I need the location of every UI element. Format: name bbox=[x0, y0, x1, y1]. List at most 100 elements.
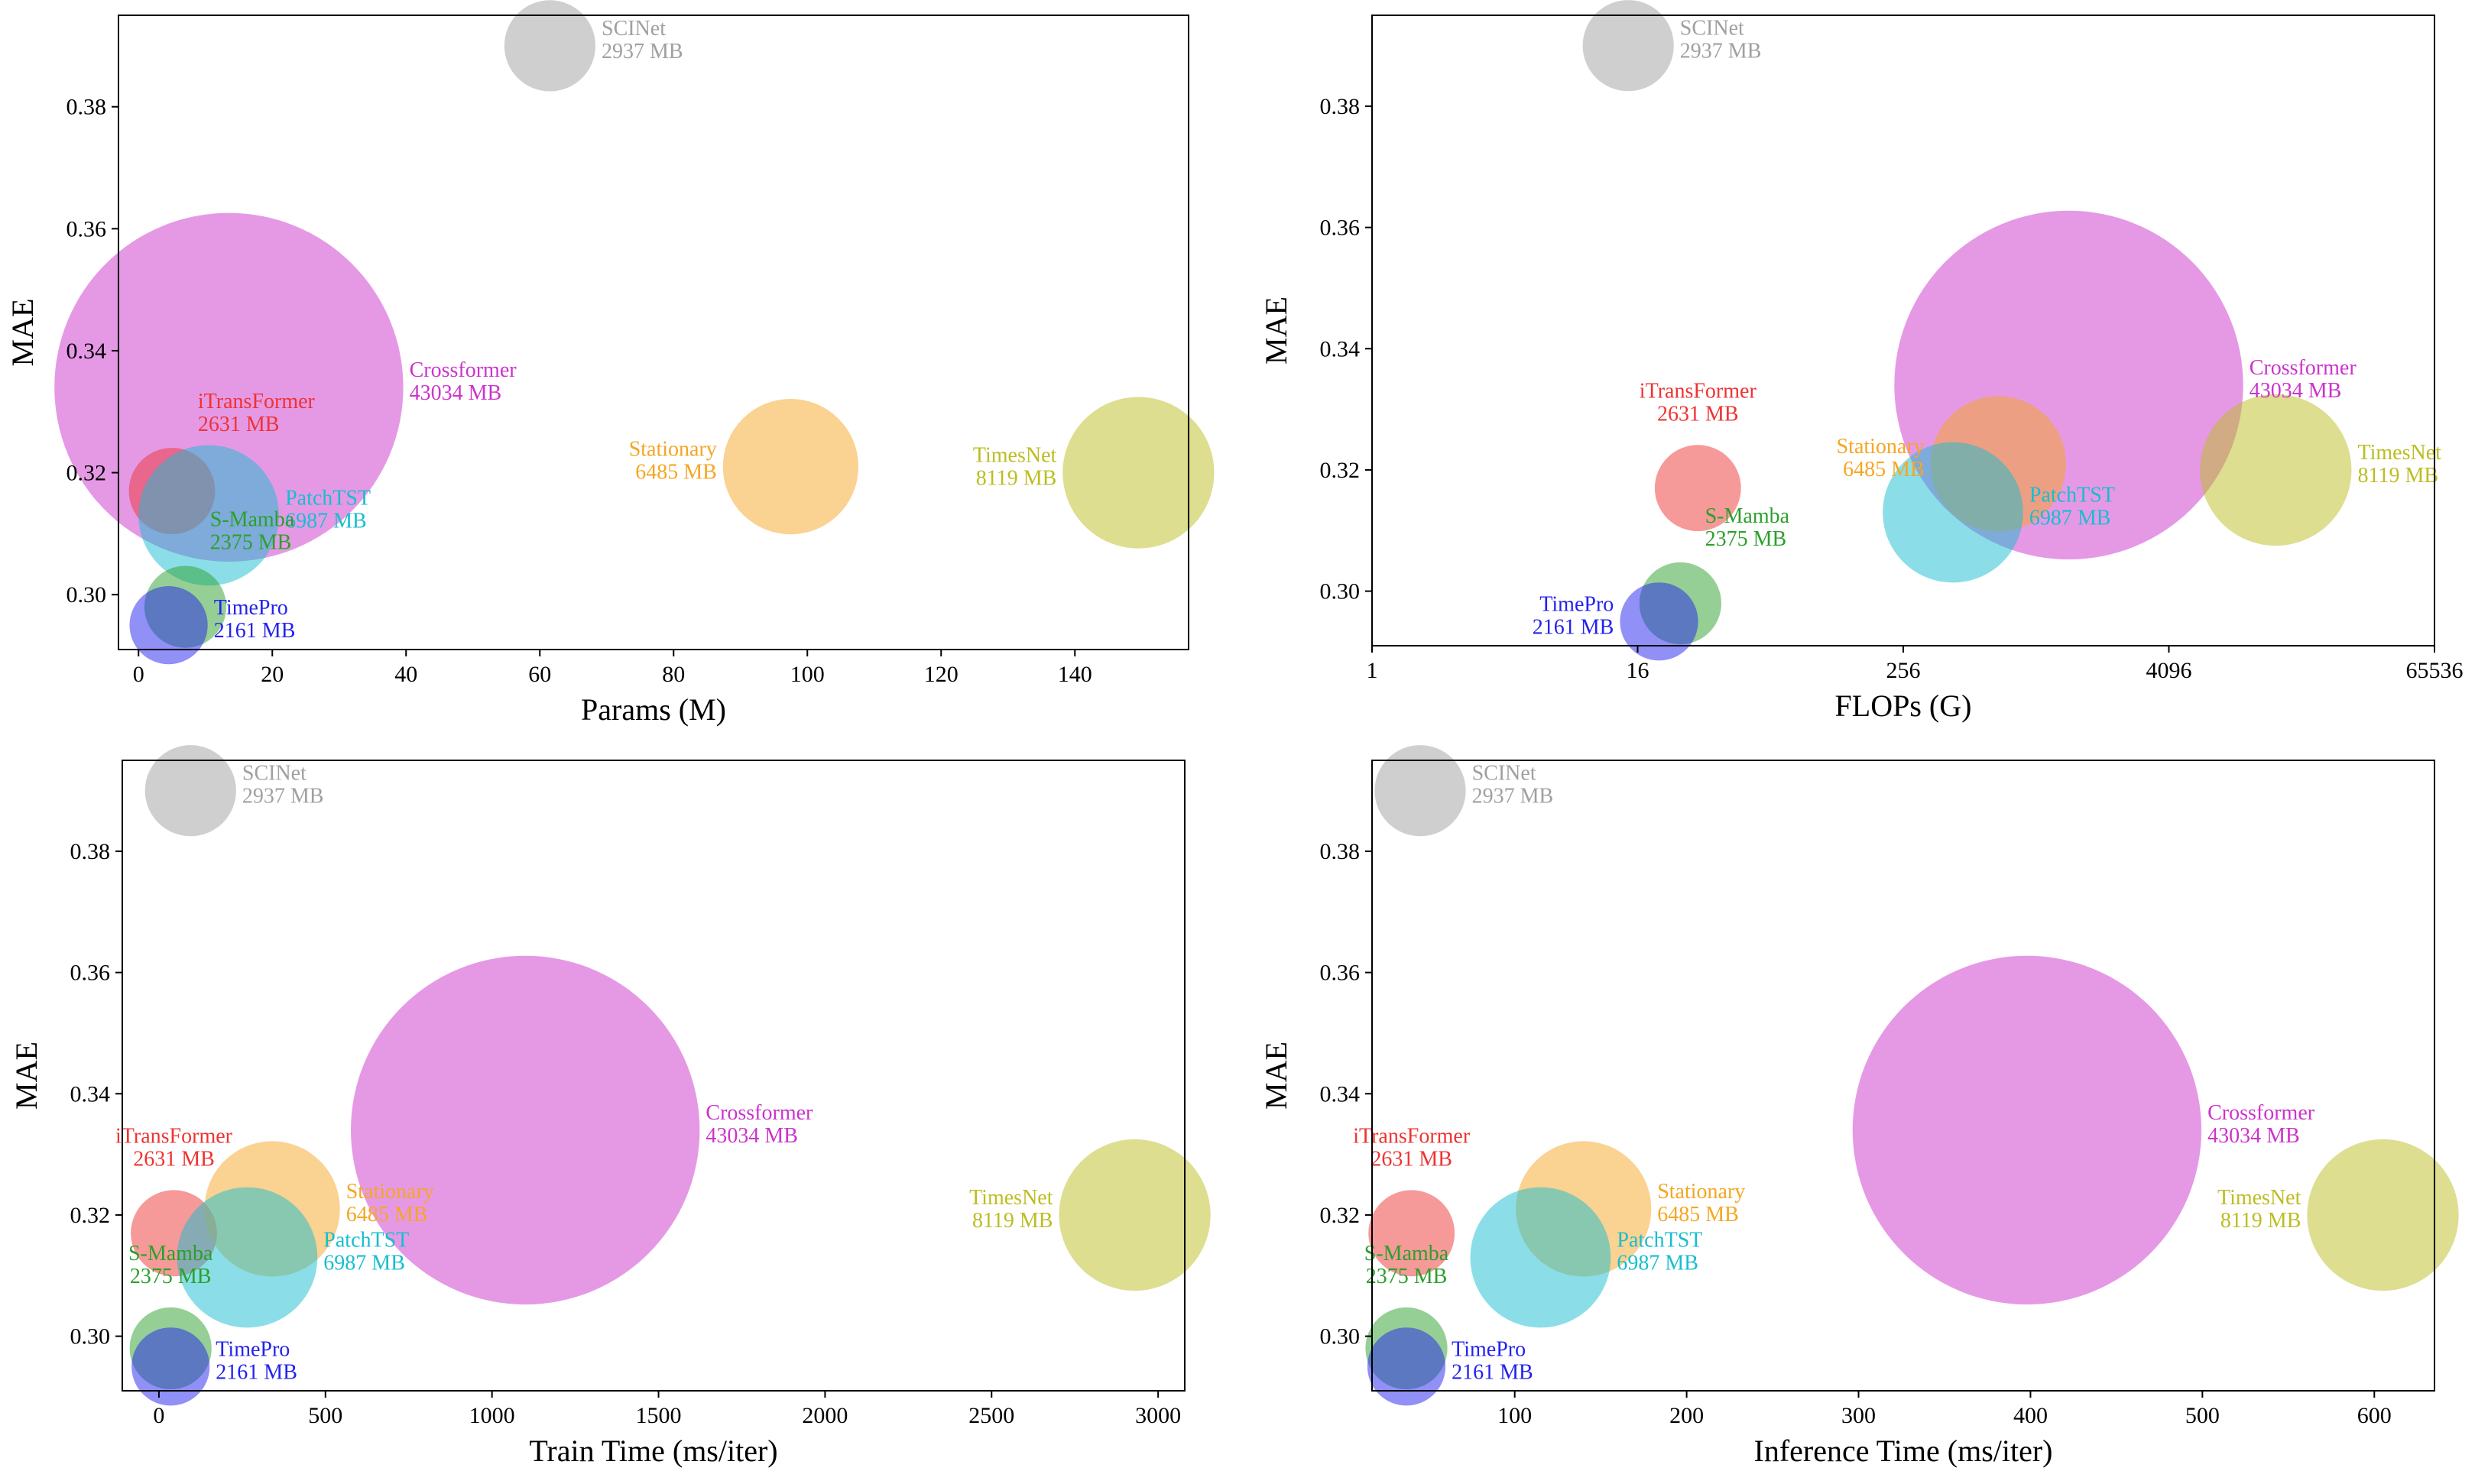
subplot-inference-time: SCINet 2937 MB Crossformer 43034 MB iTransFo… bbox=[1259, 745, 2459, 1468]
bubble-label-model-name: S-Mamba bbox=[128, 1242, 213, 1265]
bubble-label-model-name: PatchTST bbox=[1617, 1229, 1702, 1252]
bubble-label-model-name: Stationary bbox=[629, 438, 717, 462]
bubble-label-model-name: TimesNet bbox=[2217, 1186, 2301, 1210]
bubble-label-model-name: TimesNet bbox=[973, 444, 1057, 468]
y-tick-label: 0.36 bbox=[1320, 961, 1361, 986]
bubble-label-model-name: SCINet bbox=[1472, 762, 1536, 786]
bubble-label-memory: 2937 MB bbox=[1472, 785, 1554, 808]
bubble-label-s-mamba: S-Mamba 2375 MB bbox=[210, 508, 295, 555]
bubbles-inference-time bbox=[1365, 745, 2459, 1406]
y-tick-label: 0.32 bbox=[66, 461, 107, 486]
x-tick-label: 600 bbox=[2357, 1403, 2392, 1428]
x-tick-label: 256 bbox=[1886, 658, 1921, 683]
bubble-label-patchtst: PatchTST 6987 MB bbox=[2029, 484, 2115, 530]
x-tick-label: 120 bbox=[924, 662, 959, 687]
x-axis-title: Train Time (ms/iter) bbox=[529, 1434, 777, 1468]
bubble-label-model-name: iTransFormer bbox=[198, 390, 316, 413]
bubble-label-timesnet: TimesNet 8119 MB bbox=[969, 1186, 1053, 1233]
bubble-label-crossformer: Crossformer 43034 MB bbox=[706, 1101, 813, 1148]
y-tick-label: 0.32 bbox=[70, 1203, 111, 1228]
y-tick-label: 0.34 bbox=[66, 339, 107, 364]
x-tick-label: 80 bbox=[662, 662, 685, 687]
y-tick-label: 0.36 bbox=[70, 961, 111, 986]
x-tick-label: 40 bbox=[394, 662, 417, 687]
bubble-label-model-name: PatchTST bbox=[323, 1229, 409, 1252]
y-tick-label: 0.38 bbox=[1320, 839, 1361, 864]
bubble-label-model-name: iTransFormer bbox=[115, 1124, 233, 1148]
y-tick-label: 0.36 bbox=[66, 216, 107, 241]
y-tick-label: 0.30 bbox=[1320, 579, 1361, 604]
bubble-label-stationary: Stationary 6485 MB bbox=[1657, 1180, 1745, 1226]
bubble-label-timepro: TimePro 2161 MB bbox=[214, 596, 296, 643]
bubble-label-model-name: Stationary bbox=[346, 1180, 434, 1204]
bubble-label-model-name: iTransFormer bbox=[1640, 379, 1757, 403]
bubble-timesnet bbox=[2307, 1139, 2459, 1291]
y-tick-label: 0.38 bbox=[1320, 94, 1361, 119]
bubble-crossformer bbox=[351, 955, 700, 1305]
x-tick-label: 1000 bbox=[469, 1403, 515, 1428]
y-tick-label: 0.32 bbox=[1320, 1203, 1361, 1228]
bubble-timesnet bbox=[1059, 1139, 1211, 1291]
bubble-label-model-name: TimePro bbox=[214, 596, 288, 620]
x-tick-label: 65536 bbox=[2406, 658, 2464, 683]
bubble-label-timepro: TimePro 2161 MB bbox=[216, 1337, 297, 1384]
bubble-timesnet bbox=[1062, 397, 1215, 549]
bubble-label-memory: 8119 MB bbox=[2358, 464, 2439, 488]
y-tick-label: 0.34 bbox=[1320, 1081, 1361, 1107]
y-tick-label: 0.32 bbox=[1320, 458, 1361, 483]
bubble-stationary bbox=[722, 399, 858, 535]
bubble-label-memory: 2937 MB bbox=[602, 40, 683, 63]
bubble-label-memory: 2161 MB bbox=[214, 619, 296, 643]
bubble-label-crossformer: Crossformer 43034 MB bbox=[2250, 356, 2357, 403]
x-tick-label: 0 bbox=[153, 1403, 164, 1428]
bubble-label-stationary: Stationary 6485 MB bbox=[1837, 435, 1925, 481]
y-tick-label: 0.34 bbox=[1320, 336, 1361, 361]
bubble-crossformer bbox=[1852, 955, 2202, 1305]
bubble-label-model-name: PatchTST bbox=[285, 486, 371, 510]
x-tick-label: 300 bbox=[1841, 1403, 1876, 1428]
bubble-label-memory: 43034 MB bbox=[2250, 379, 2342, 403]
bubble-label-patchtst: PatchTST 6987 MB bbox=[1617, 1229, 1702, 1275]
subplot-flops: SCINet 2937 MB Crossformer 43034 MB iTransFo… bbox=[1259, 0, 2464, 723]
bubble-label-memory: 8119 MB bbox=[2220, 1209, 2301, 1233]
bubble-label-memory: 2161 MB bbox=[216, 1360, 297, 1384]
x-axis-title: Inference Time (ms/iter) bbox=[1754, 1434, 2053, 1468]
bubble-label-memory: 6987 MB bbox=[2029, 507, 2111, 530]
bubble-label-memory: 43034 MB bbox=[2207, 1124, 2300, 1148]
x-tick-label: 0 bbox=[133, 662, 144, 687]
y-axis-title: MAE bbox=[5, 299, 40, 367]
bubble-label-s-mamba: S-Mamba 2375 MB bbox=[1705, 504, 1790, 551]
bubble-label-timesnet: TimesNet 8119 MB bbox=[2217, 1186, 2301, 1233]
x-tick-label: 500 bbox=[2185, 1403, 2220, 1428]
bubble-label-model-name: Crossformer bbox=[2207, 1101, 2315, 1125]
bubble-label-itransformer: iTransFormer 2631 MB bbox=[115, 1124, 233, 1171]
bubble-label-patchtst: PatchTST 6987 MB bbox=[285, 486, 371, 533]
bubble-label-scinet: SCINet 2937 MB bbox=[242, 762, 324, 808]
x-tick-label: 20 bbox=[261, 662, 284, 687]
bubble-label-patchtst: PatchTST 6987 MB bbox=[323, 1229, 409, 1275]
bubble-label-memory: 2631 MB bbox=[1657, 402, 1739, 426]
bubble-patchtst bbox=[177, 1187, 318, 1328]
bubble-label-timepro: TimePro 2161 MB bbox=[1533, 592, 1614, 639]
bubble-label-model-name: TimesNet bbox=[2358, 441, 2442, 465]
bubble-label-model-name: Stationary bbox=[1837, 435, 1925, 458]
bubble-label-model-name: TimePro bbox=[1539, 592, 1614, 616]
bubble-timepro bbox=[1620, 582, 1698, 661]
bubble-label-itransformer: iTransFormer 2631 MB bbox=[1353, 1124, 1471, 1171]
bubble-label-memory: 2375 MB bbox=[1705, 527, 1787, 551]
bubble-patchtst bbox=[1470, 1187, 1611, 1328]
bubble-label-stationary: Stationary 6485 MB bbox=[629, 438, 717, 484]
bubble-label-model-name: iTransFormer bbox=[1353, 1124, 1471, 1148]
bubble-label-memory: 6987 MB bbox=[285, 509, 367, 533]
bubble-label-memory: 2631 MB bbox=[1370, 1147, 1452, 1171]
x-tick-label: 16 bbox=[1627, 658, 1649, 683]
bubble-label-s-mamba: S-Mamba 2375 MB bbox=[128, 1242, 213, 1288]
bubble-label-memory: 6485 MB bbox=[346, 1203, 428, 1226]
bubble-label-memory: 2161 MB bbox=[1533, 615, 1614, 639]
x-tick-label: 60 bbox=[528, 662, 551, 687]
bubble-label-memory: 43034 MB bbox=[410, 381, 502, 405]
bubble-itransformer bbox=[1654, 445, 1741, 532]
y-tick-label: 0.30 bbox=[66, 582, 107, 608]
y-tick-label: 0.36 bbox=[1320, 215, 1361, 241]
bubble-label-memory: 2161 MB bbox=[1452, 1360, 1533, 1384]
